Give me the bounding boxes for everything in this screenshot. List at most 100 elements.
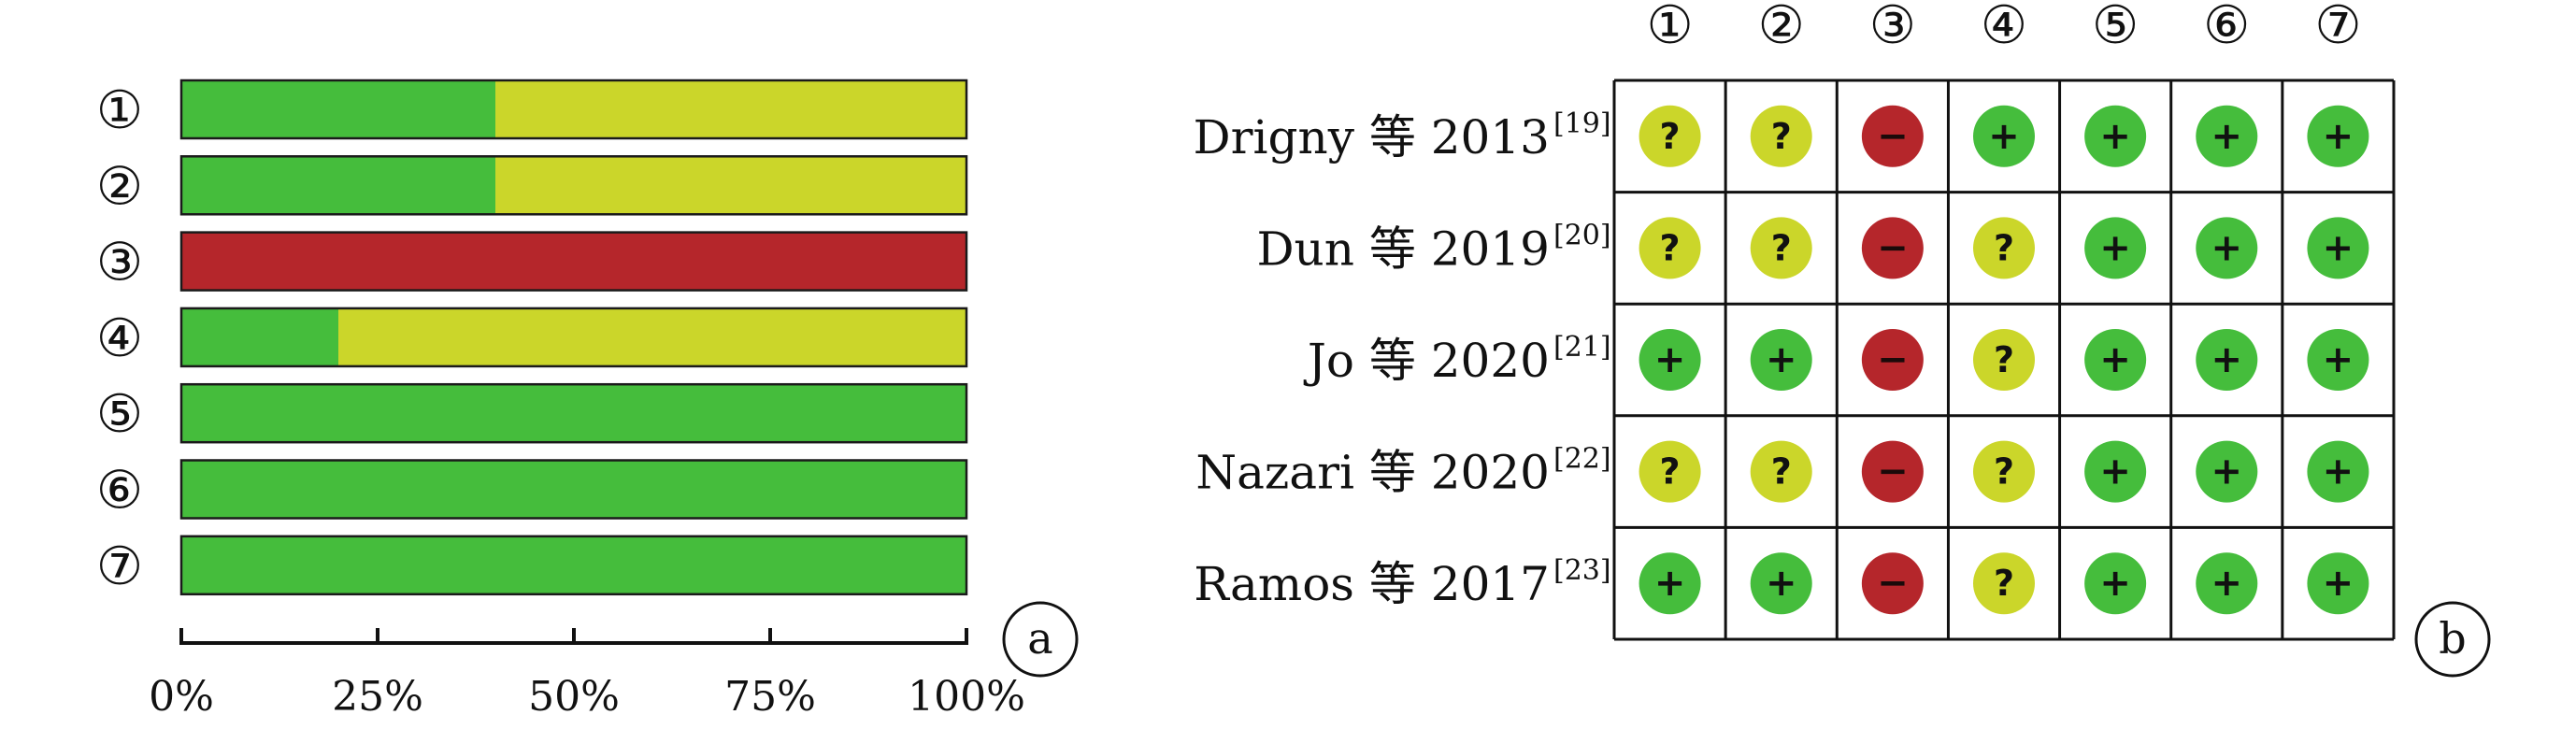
risk-symbol: ? <box>1994 563 2014 604</box>
row-reference: [22] <box>1553 443 1611 476</box>
low-risk-icon <box>2084 105 2147 167</box>
bar-outline <box>179 79 968 140</box>
panel-label-circle <box>1002 601 1079 678</box>
bar-category-label: ⑦ <box>96 536 143 597</box>
risk-symbol: + <box>1988 115 2020 158</box>
bar-outline <box>179 307 968 368</box>
risk-symbol: − <box>1877 226 1909 269</box>
row-study-label: Nazari 等 2020 <box>1195 446 1550 500</box>
low-risk-icon <box>1750 552 1812 615</box>
risk-symbol: ? <box>1771 451 1792 493</box>
risk-symbol: + <box>2211 226 2243 269</box>
low-risk-icon <box>2084 217 2147 279</box>
bar-outline <box>179 231 968 292</box>
row-reference: [23] <box>1553 554 1611 587</box>
bar-outline <box>179 459 968 520</box>
bar-segment-unclear <box>495 80 966 138</box>
low-risk-icon <box>1973 105 2035 167</box>
bar-category-label: ⑥ <box>96 461 143 522</box>
risk-symbol: + <box>2099 338 2131 381</box>
low-risk-icon <box>2307 217 2369 279</box>
risk-symbol: + <box>2323 115 2354 158</box>
risk-symbol: + <box>2211 115 2243 158</box>
column-header: ⑦ <box>2314 0 2361 56</box>
bar-segment-low <box>181 307 338 366</box>
x-tick-label: 25% <box>332 673 423 721</box>
row-reference: [20] <box>1553 219 1611 251</box>
x-tick-label: 100% <box>908 673 1025 721</box>
bar-segment-unclear <box>495 156 966 215</box>
risk-symbol: ? <box>1994 339 2014 380</box>
bar-segment-low <box>181 80 495 138</box>
row-study-label: Dun 等 2019 <box>1256 222 1550 276</box>
bar-segment-low <box>181 536 966 594</box>
row-study-label: Ramos 等 2017 <box>1194 557 1550 611</box>
low-risk-icon <box>2084 329 2147 391</box>
bar-category-label: ④ <box>96 308 143 369</box>
bar-segment-low <box>181 156 495 215</box>
bar-segment-unclear <box>338 307 966 366</box>
risk-symbol: − <box>1877 338 1909 381</box>
risk-symbol: + <box>2323 450 2354 493</box>
risk-symbol: ? <box>1660 227 1681 268</box>
risk-symbol: − <box>1877 562 1909 605</box>
risk-symbol: − <box>1877 450 1909 493</box>
risk-symbol: − <box>1877 115 1909 158</box>
bar-category-label: ① <box>96 80 143 141</box>
low-risk-icon <box>2196 440 2258 503</box>
bar-category-label: ⑤ <box>96 384 143 445</box>
row-reference: [19] <box>1553 107 1611 140</box>
risk-symbol: + <box>2211 450 2243 493</box>
high-risk-icon <box>1861 329 1924 391</box>
panel-label-circle <box>2414 601 2491 678</box>
risk-symbol: + <box>1654 338 1686 381</box>
x-tick-label: 0% <box>149 673 214 721</box>
low-risk-icon <box>2307 329 2369 391</box>
column-header: ① <box>1646 0 1693 56</box>
low-risk-icon <box>1750 329 1812 391</box>
low-risk-icon <box>2307 440 2369 503</box>
low-risk-icon <box>2307 105 2369 167</box>
row-reference: [21] <box>1553 331 1611 364</box>
unclear-risk-icon <box>1639 440 1701 503</box>
risk-symbol: + <box>2211 338 2243 381</box>
risk-symbol: + <box>1766 562 1797 605</box>
unclear-risk-icon <box>1973 440 2035 503</box>
bar-segment-high <box>181 232 966 291</box>
high-risk-icon <box>1861 440 1924 503</box>
unclear-risk-icon <box>1973 329 2035 391</box>
column-header: ⑤ <box>2092 0 2139 56</box>
risk-symbol: + <box>1766 338 1797 381</box>
bar-category-label: ③ <box>96 233 143 293</box>
low-risk-icon <box>2196 105 2258 167</box>
high-risk-icon <box>1861 105 1924 167</box>
x-tick-label: 50% <box>528 673 620 721</box>
bar-segment-low <box>181 460 966 519</box>
risk-symbol: + <box>2323 338 2354 381</box>
risk-symbol: ? <box>1771 227 1792 268</box>
column-header: ⑥ <box>2203 0 2250 56</box>
bar-outline <box>179 155 968 216</box>
unclear-risk-icon <box>1973 217 2035 279</box>
risk-symbol: + <box>2099 562 2131 605</box>
low-risk-icon <box>1639 552 1701 615</box>
low-risk-icon <box>2084 440 2147 503</box>
bar-segment-low <box>181 384 966 443</box>
unclear-risk-icon <box>1750 105 1812 167</box>
high-risk-icon <box>1861 552 1924 615</box>
panel-a-bar-chart: ① ② ③ ④ ⑤ ⑥ ⑦ 0% 25% 50% 75% 100%a <box>96 79 1079 721</box>
risk-symbol: + <box>2323 562 2354 605</box>
risk-symbol: + <box>2099 450 2131 493</box>
high-risk-icon <box>1861 217 1924 279</box>
bar-outline <box>179 535 968 596</box>
bar-category-label: ② <box>96 156 143 217</box>
risk-symbol: ? <box>1660 116 1681 157</box>
panel-label-b: b <box>2439 613 2466 664</box>
risk-symbol: + <box>2099 115 2131 158</box>
unclear-risk-icon <box>1750 217 1812 279</box>
row-study-label: Drigny 等 2013 <box>1194 110 1550 164</box>
risk-symbol: ? <box>1994 227 2014 268</box>
column-header: ③ <box>1869 0 1916 56</box>
risk-symbol: + <box>1654 562 1686 605</box>
